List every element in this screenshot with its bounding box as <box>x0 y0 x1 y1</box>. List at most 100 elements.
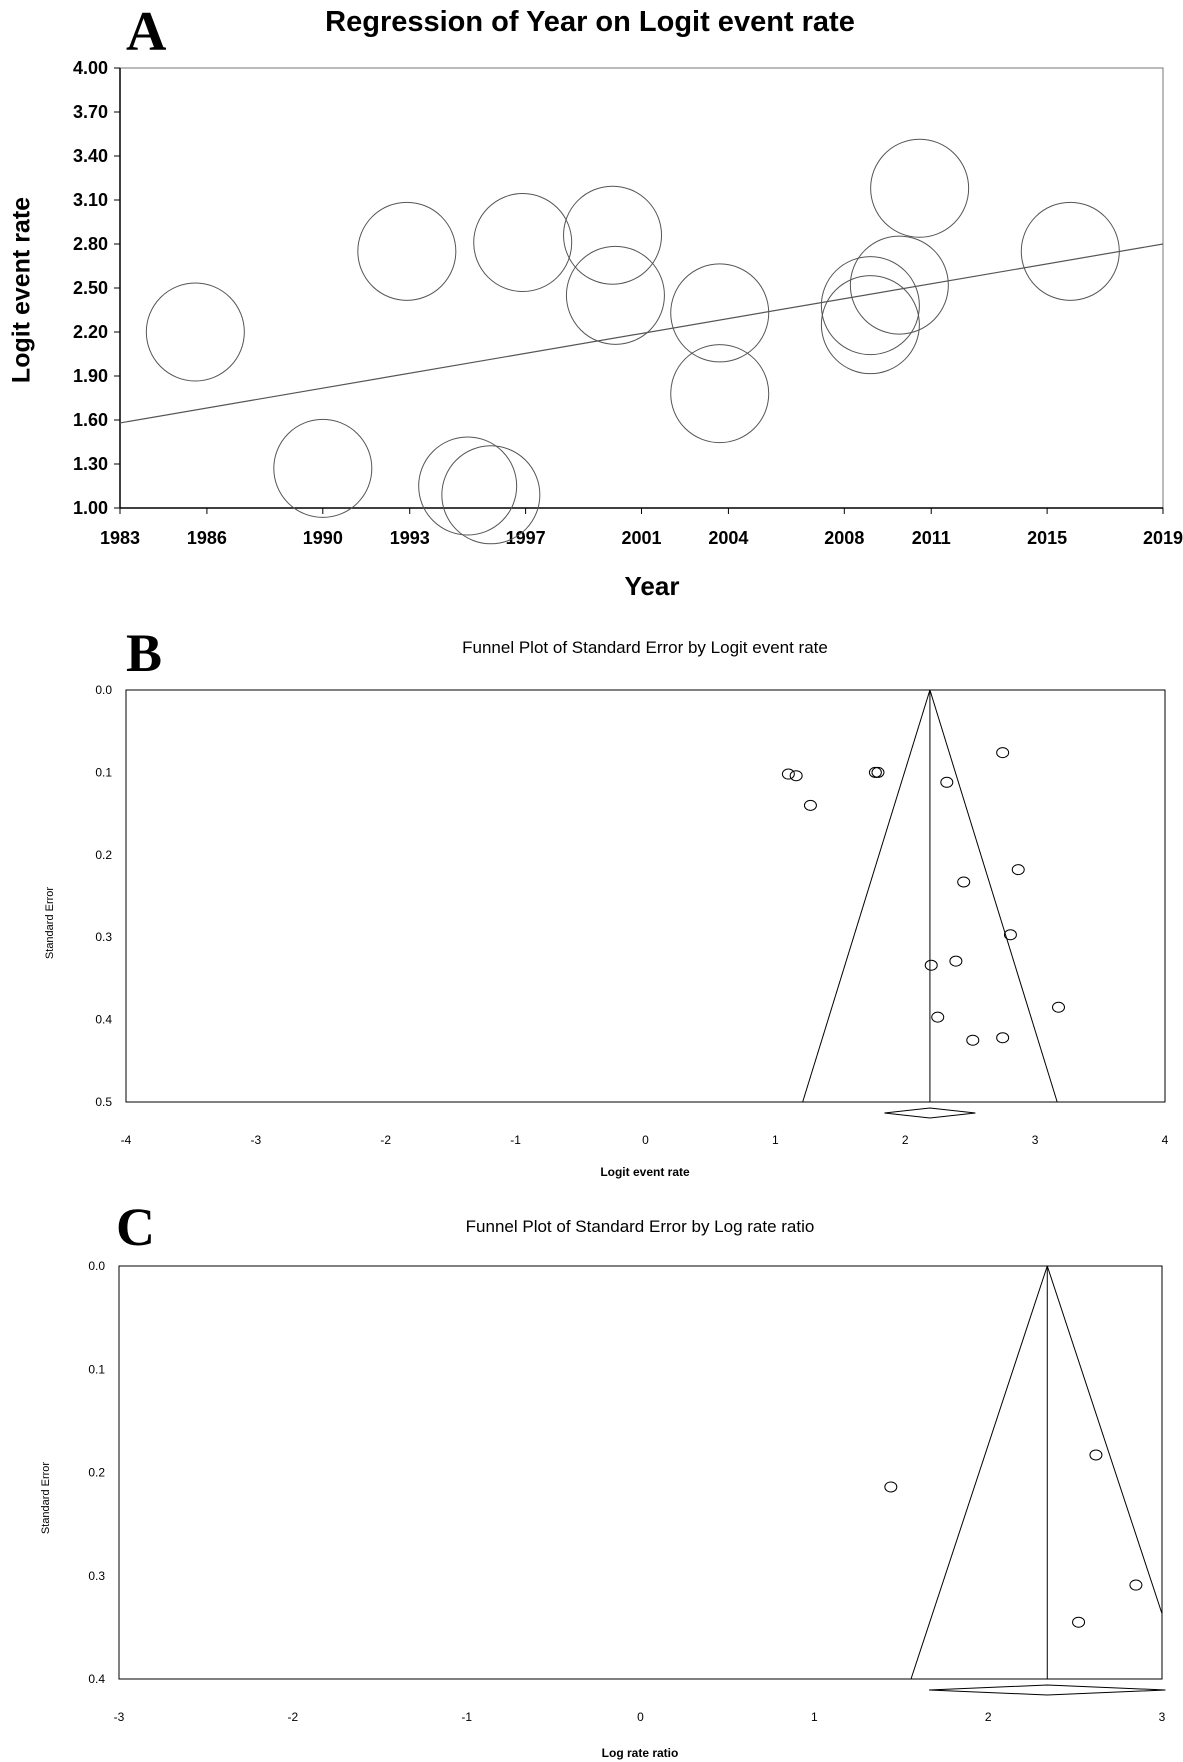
y-tick-label: 3.10 <box>73 190 108 210</box>
panel-letter-c: C <box>116 1197 155 1257</box>
x-tick-label: 2011 <box>912 528 951 548</box>
x-tick-label: 1983 <box>100 528 140 548</box>
x-tick-label: 1993 <box>390 528 430 548</box>
x-tick-label: 1990 <box>303 528 343 548</box>
study-bubble <box>849 235 949 335</box>
study-bubble <box>473 193 573 293</box>
study-bubble <box>145 282 245 382</box>
study-point <box>789 770 803 782</box>
x-tick-label: 4 <box>1162 1133 1169 1147</box>
panel-c: 0.0 0.1 0.2 0.3 0.4 -3 -2 -1 0 1 2 3 C Funnel Plot … <box>0 1180 1183 1762</box>
chart-c-title: Funnel Plot of Standard Error by Log rat… <box>465 1217 815 1236</box>
x-tick-label: -4 <box>121 1133 132 1147</box>
chart-b-y-axis-label: Standard Error <box>44 886 56 960</box>
study-bubble <box>1020 201 1120 301</box>
x-tick-label: -3 <box>251 1133 262 1147</box>
study-point <box>868 766 882 778</box>
y-tick-label: 0.5 <box>95 1095 112 1109</box>
study-point <box>884 1481 898 1493</box>
y-tick-label: 0.3 <box>95 930 112 944</box>
x-tick-label: 1 <box>811 1710 818 1724</box>
study-point <box>996 747 1010 759</box>
funnel-plot-log-rate-ratio: 0.0 0.1 0.2 0.3 0.4 -3 -2 -1 0 1 2 3 <box>88 1259 1166 1724</box>
x-tick-label: 1986 <box>187 528 227 548</box>
study-bubble <box>670 344 770 444</box>
funnel-left-line <box>910 1266 1048 1679</box>
study-bubble <box>563 185 663 285</box>
summary-diamond <box>929 1684 1166 1696</box>
x-tick-label: 2 <box>985 1710 992 1724</box>
y-tick-label: 0.2 <box>88 1466 105 1480</box>
study-point <box>1011 864 1025 876</box>
y-tick-label: 3.40 <box>73 146 108 166</box>
panel-b: 0.0 0.1 0.2 0.3 0.4 0.5 -4 -3 -2 -1 0 1 2 3 4 B Funnel… <box>0 610 1183 1180</box>
x-tick-label: -2 <box>287 1710 298 1724</box>
y-tick-label: 0.0 <box>95 683 112 697</box>
x-tick-label: 2019 <box>1143 528 1183 548</box>
chart-c-y-axis-label: Standard Error <box>40 1461 52 1535</box>
plot-area-a <box>119 67 1164 509</box>
study-bubble <box>820 275 920 375</box>
study-bubble <box>870 138 970 238</box>
study-bubble <box>670 263 770 363</box>
funnel-lines-b <box>802 690 1058 1102</box>
y-tick-label: 2.50 <box>73 278 108 298</box>
study-bubble <box>357 201 457 301</box>
regression-line <box>119 243 1164 424</box>
y-tick-label: 2.80 <box>73 234 108 254</box>
panel-letter-a: A <box>126 1 167 63</box>
study-point <box>966 1034 980 1046</box>
y-tick-label: 0.4 <box>95 1013 112 1027</box>
chart-a-x-axis-label: Year <box>624 571 680 601</box>
y-tick-label: 0.1 <box>88 1362 105 1376</box>
funnel-right-line <box>1046 1266 1162 1616</box>
x-tick-label: 3 <box>1032 1133 1039 1147</box>
study-point <box>871 766 885 778</box>
funnel-right-line <box>929 690 1058 1102</box>
funnel-plot-logit-event-rate: 0.0 0.1 0.2 0.3 0.4 0.5 -4 -3 -2 -1 0 1 2 3 4 <box>95 683 1169 1147</box>
y-tick-label: 0.3 <box>88 1569 105 1583</box>
study-point <box>931 1011 945 1023</box>
bubble-regression-chart: 1.00 1.30 1.60 1.90 2.20 2.50 2.80 3.10 3.40 3.70… <box>73 58 1183 548</box>
panel-letter-b: B <box>126 623 163 683</box>
funnel-lines-c <box>910 1266 1162 1679</box>
x-tick-label: 0 <box>637 1710 644 1724</box>
study-point <box>924 959 938 971</box>
x-tick-label: 2015 <box>1027 528 1067 548</box>
x-tick-label: 2 <box>902 1133 909 1147</box>
study-point <box>940 776 954 788</box>
plot-area-c <box>118 1265 1163 1680</box>
x-tick-label: -2 <box>380 1133 391 1147</box>
y-tick-label: 1.30 <box>73 454 108 474</box>
study-bubble <box>418 436 518 536</box>
study-point <box>996 1032 1010 1044</box>
x-tick-label: 2001 <box>621 528 661 548</box>
x-tick-label: 1997 <box>506 528 546 548</box>
chart-b-title: Funnel Plot of Standard Error by Logit e… <box>462 638 828 657</box>
x-tick-label: 3 <box>1159 1710 1166 1724</box>
summary-diamond <box>884 1107 976 1119</box>
x-tick-label: 2004 <box>708 528 748 548</box>
study-point <box>1089 1449 1103 1461</box>
study-point <box>1003 929 1017 941</box>
study-point <box>1072 1616 1086 1628</box>
y-tick-label: 0.4 <box>88 1672 105 1686</box>
chart-a-title: Regression of Year on Logit event rate <box>325 6 855 38</box>
chart-c-x-axis-label: Log rate ratio <box>601 1746 679 1760</box>
study-point <box>803 799 817 811</box>
y-tick-label: 0.2 <box>95 848 112 862</box>
study-bubble <box>273 418 373 518</box>
study-bubble <box>820 256 920 356</box>
y-tick-label: 3.70 <box>73 102 108 122</box>
x-tick-label: -1 <box>510 1133 521 1147</box>
y-tick-label: 0.0 <box>88 1259 105 1273</box>
plot-area-b <box>125 689 1166 1103</box>
x-tick-label: 2008 <box>824 528 864 548</box>
funnel-left-line <box>802 690 931 1102</box>
study-point <box>781 768 795 780</box>
y-tick-label: 0.1 <box>95 765 112 779</box>
panel-a: 1.00 1.30 1.60 1.90 2.20 2.50 2.80 3.10 3.40 3.70… <box>0 0 1183 610</box>
y-tick-label: 4.00 <box>73 58 108 78</box>
x-tick-label: -1 <box>461 1710 472 1724</box>
x-tick-label: 0 <box>642 1133 649 1147</box>
